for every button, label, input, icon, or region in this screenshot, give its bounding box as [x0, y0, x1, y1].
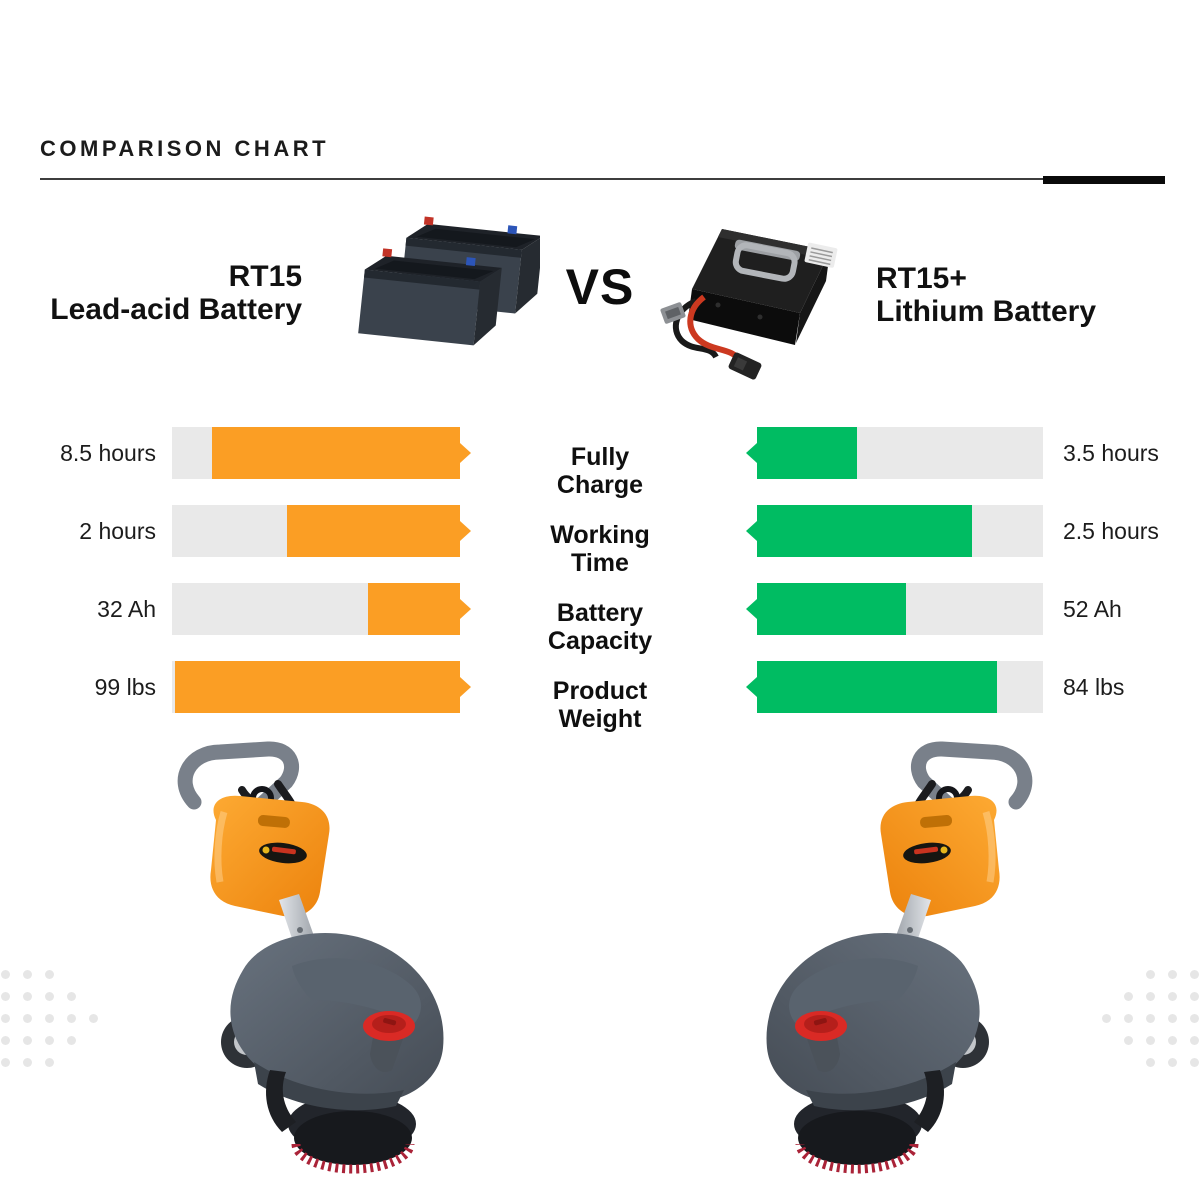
left-bar-fill — [174, 661, 460, 713]
category-line2: Charge — [556, 471, 644, 499]
rt15-plus-machine-photo — [700, 740, 1060, 1200]
lithium-connector-black — [728, 352, 762, 380]
comparison-row-working-time: 2 hours Working Time 2.5 hours — [0, 505, 1200, 577]
versus-label: VS — [565, 259, 635, 315]
lithium-handle — [732, 239, 801, 282]
lithium-box-side — [796, 251, 830, 343]
page-title: COMPARISON CHART — [40, 136, 330, 161]
left-product-name: RT15 — [228, 260, 302, 293]
comparison-row-product-weight: 99 lbs Product Weight 84 lbs — [0, 661, 1200, 733]
right-bar-track — [746, 583, 1043, 635]
left-value-label: 99 lbs — [94, 674, 156, 700]
left-bar-fill — [287, 505, 460, 557]
divider-line — [40, 178, 1043, 180]
category-label: Product Weight — [450, 677, 750, 733]
right-product-name: RT15+ — [876, 262, 967, 295]
comparison-row-battery-capacity: 32 Ah Battery Capacity 52 Ah — [0, 583, 1200, 655]
dot-pattern-right — [1089, 970, 1199, 1080]
lithium-label — [804, 242, 838, 268]
bar-arrow-right-icon — [460, 443, 471, 463]
lithium-box-front — [688, 289, 800, 345]
rt15-machine-photo — [150, 740, 510, 1200]
lithium-wire-red — [687, 294, 743, 363]
left-bar-track — [172, 427, 471, 479]
category-label: Battery Capacity — [450, 599, 750, 655]
right-bar-fill — [757, 583, 906, 635]
right-value-label: 2.5 hours — [1063, 518, 1159, 544]
category-line1: Battery — [556, 599, 644, 627]
lead-acid-battery-front — [358, 248, 502, 346]
right-product-type: Lithium Battery — [876, 295, 1097, 328]
category-label: Working Time — [450, 521, 750, 577]
bar-arrow-left-icon — [746, 677, 757, 697]
category-line2: Weight — [558, 705, 642, 733]
divider-accent-bar — [1043, 176, 1165, 184]
right-value-label: 3.5 hours — [1063, 440, 1159, 466]
left-product-type: Lead-acid Battery — [50, 293, 302, 326]
bar-arrow-left-icon — [746, 521, 757, 541]
dot-pattern-left — [1, 970, 111, 1080]
right-bar-fill — [757, 505, 972, 557]
left-bar-track — [172, 661, 471, 713]
bar-arrow-right-icon — [460, 521, 471, 541]
category-line2: Capacity — [547, 627, 653, 655]
left-value-label: 32 Ah — [97, 596, 156, 622]
category-line1: Working — [550, 521, 650, 549]
bar-arrow-left-icon — [746, 443, 757, 463]
left-bar-fill — [212, 427, 460, 479]
category-line2: Time — [571, 549, 629, 577]
left-product-title: RT15 Lead-acid Battery — [0, 260, 302, 326]
right-value-label: 84 lbs — [1063, 674, 1125, 700]
right-bar-track — [746, 427, 1043, 479]
bar-arrow-right-icon — [460, 677, 471, 697]
bar-arrow-right-icon — [460, 599, 471, 619]
bar-arrow-left-icon — [746, 599, 757, 619]
lead-acid-battery-photo — [358, 216, 540, 346]
category-label: Fully Charge — [450, 443, 750, 499]
left-bar-track — [172, 505, 471, 557]
right-bar-fill — [757, 661, 998, 713]
right-product-title: RT15+ Lithium Battery — [876, 262, 1196, 328]
comparison-row-fully-charge: 8.5 hours Fully Charge 3.5 hours — [0, 427, 1200, 499]
right-bar-track — [746, 661, 1043, 713]
lithium-connector-gray — [660, 302, 686, 324]
right-bar-track — [746, 505, 1043, 557]
left-bar-track — [172, 583, 471, 635]
lithium-battery-photo — [660, 229, 838, 380]
right-bar-fill — [757, 427, 858, 479]
category-line1: Product — [552, 677, 648, 705]
left-bar-fill — [367, 583, 460, 635]
left-value-label: 8.5 hours — [60, 440, 156, 466]
left-value-label: 2 hours — [79, 518, 156, 544]
right-value-label: 52 Ah — [1063, 596, 1122, 622]
category-line1: Fully — [570, 443, 630, 471]
